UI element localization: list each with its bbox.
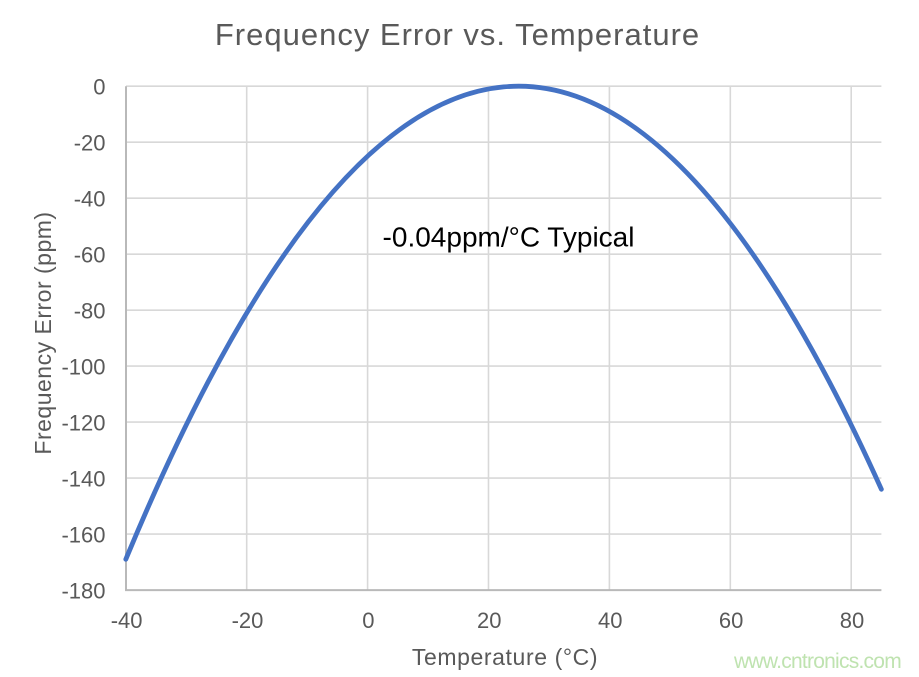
svg-text:www.cntronics.com: www.cntronics.com: [733, 650, 901, 673]
svg-text:-40: -40: [74, 187, 106, 212]
svg-text:-80: -80: [74, 299, 106, 324]
svg-text:20: 20: [477, 608, 501, 633]
svg-text:Temperature (°C): Temperature (°C): [412, 644, 598, 670]
svg-text:Frequency Error vs. Temperatur: Frequency Error vs. Temperature: [215, 17, 700, 52]
svg-text:-0.04ppm/°C Typical: -0.04ppm/°C Typical: [383, 221, 635, 252]
svg-text:-60: -60: [74, 243, 106, 268]
svg-text:-180: -180: [61, 579, 105, 604]
svg-text:-40: -40: [111, 608, 143, 633]
svg-text:-20: -20: [232, 608, 264, 633]
svg-text:80: 80: [840, 608, 864, 633]
svg-text:60: 60: [719, 608, 743, 633]
svg-text:-140: -140: [61, 467, 105, 492]
svg-text:-20: -20: [74, 131, 106, 156]
svg-text:0: 0: [93, 75, 105, 100]
svg-text:Frequency Error (ppm): Frequency Error (ppm): [30, 211, 56, 454]
svg-text:-120: -120: [61, 411, 105, 436]
svg-text:40: 40: [598, 608, 622, 633]
svg-text:-100: -100: [61, 355, 105, 380]
svg-text:0: 0: [362, 608, 374, 633]
svg-text:-160: -160: [61, 523, 105, 548]
